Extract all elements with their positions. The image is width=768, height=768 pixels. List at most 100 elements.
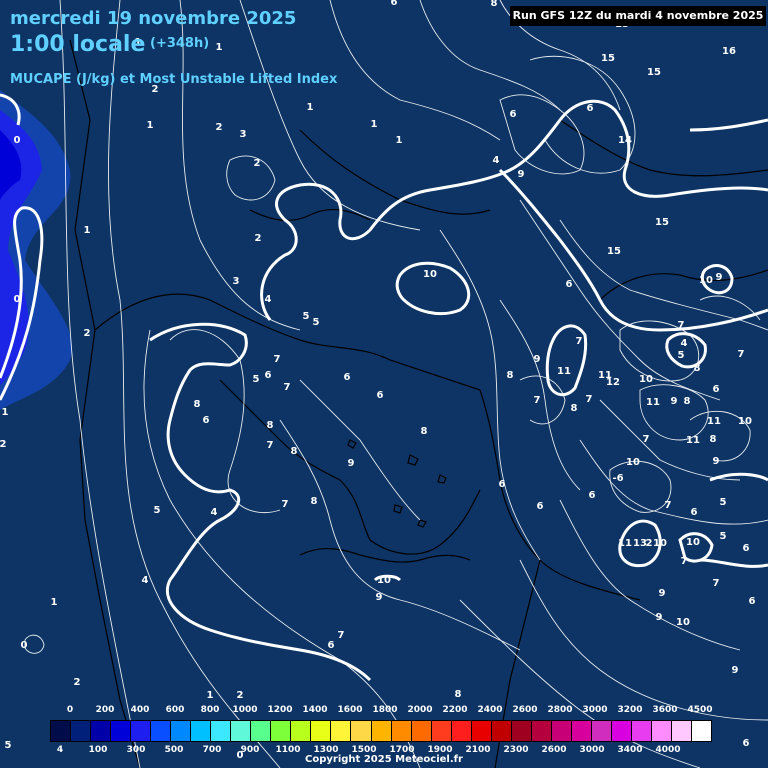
isoline-label: 1 <box>147 120 154 131</box>
colorbar-tick-label: 1600 <box>337 705 363 715</box>
isoline-label: 6 <box>587 103 594 114</box>
isoline-label: 9 <box>671 396 678 407</box>
colorbar-tick-label: 4500 <box>687 705 713 715</box>
colorbar-swatch <box>311 721 332 741</box>
isoline-label: 4 <box>681 338 688 349</box>
isoline-label: 9 <box>656 612 663 623</box>
colorbar-tick-label: 2000 <box>407 705 433 715</box>
colorbar-swatch <box>631 721 652 741</box>
colorbar-tick-label: 700 <box>202 745 222 755</box>
colorbar-swatch <box>291 721 312 741</box>
isoline-label: 10 <box>626 457 640 468</box>
colorbar-swatch <box>231 721 252 741</box>
colorbar-swatch <box>611 721 632 741</box>
isoline-label: 8 <box>491 0 498 9</box>
colorbar-swatch <box>511 721 532 741</box>
isoline-label: 6 <box>344 372 351 383</box>
isoline-label: 8 <box>311 496 318 507</box>
isoline-label: 0 <box>237 750 244 761</box>
colorbar-swatch <box>251 721 272 741</box>
isoline-label: 11 <box>646 397 660 408</box>
colorbar-tick-label: 1800 <box>372 705 398 715</box>
isoline-label: 7 <box>267 440 274 451</box>
isoline-label: 1 <box>207 690 214 701</box>
isoline-label: 10 <box>699 275 713 286</box>
isoline-label: 10 <box>738 416 752 427</box>
isoline-label: 10 <box>377 575 391 586</box>
colorbar-swatch <box>71 721 92 741</box>
colorbar-swatch <box>431 721 452 741</box>
isoline-label: 6 <box>743 543 750 554</box>
isoline-label: 7 <box>534 395 541 406</box>
colorbar-tick-label: 800 <box>200 705 220 715</box>
date-title: mercredi 19 novembre 2025 <box>10 8 297 29</box>
colorbar-swatch <box>331 721 352 741</box>
isoline-label: 1 <box>135 37 142 48</box>
isoline-label: 7 <box>738 349 745 360</box>
colorbar-tick-label: 3200 <box>617 705 643 715</box>
isoline-label: 2 <box>254 158 261 169</box>
copyright-text: Copyright 2025 Meteociel.fr <box>305 754 463 765</box>
isoline-label: 3 <box>233 276 240 287</box>
isoline-label: 6 <box>377 390 384 401</box>
isoline-label: 6 <box>537 501 544 512</box>
colorbar-tick-label: 3600 <box>652 705 678 715</box>
isoline-label: 4 <box>211 507 218 518</box>
isoline-label: 4 <box>493 155 500 166</box>
isoline-label: 11 <box>598 370 612 381</box>
isoline-label: 1 <box>307 102 314 113</box>
isoline-label: 9 <box>732 665 739 676</box>
isoline-label: 6 <box>203 415 210 426</box>
isoline-label: 7 <box>713 578 720 589</box>
isoline-label: 15 <box>647 67 661 78</box>
isoline-label: 7 <box>681 556 688 567</box>
colorbar-swatch <box>451 721 472 741</box>
isoline-label: 7 <box>274 354 281 365</box>
colorbar-tick-label: 600 <box>165 705 185 715</box>
colorbar-swatch <box>391 721 412 741</box>
isoline-label: 15 <box>607 246 621 257</box>
isoline-label: 8 <box>684 396 691 407</box>
colorbar-swatch <box>491 721 512 741</box>
isoline-label: 9 <box>534 354 541 365</box>
colorbar-swatch <box>151 721 172 741</box>
isoline-label: -6 <box>612 473 623 484</box>
isoline-label: 0 <box>21 640 28 651</box>
isoline-label: 6 <box>510 109 517 120</box>
isoline-label: 5 <box>720 531 727 542</box>
isoline-label: 14 <box>618 135 632 146</box>
isoline-label: 15 <box>655 217 669 228</box>
colorbar-swatch <box>191 721 212 741</box>
isoline-label: 6 <box>749 596 756 607</box>
colorbar-tick-label: 1100 <box>275 745 301 755</box>
colorbar-tick-label: 400 <box>130 705 150 715</box>
isoline-label: 8 <box>267 420 274 431</box>
colorbar-tick-label: 300 <box>126 745 146 755</box>
isoline-label: 2 <box>84 328 91 339</box>
isoline-label: 3 <box>240 129 247 140</box>
colorbar-tick-label: 1200 <box>267 705 293 715</box>
isoline-label: 9 <box>376 592 383 603</box>
colorbar-tick-label: 3000 <box>579 745 605 755</box>
isoline-label: 12 <box>606 377 620 388</box>
colorbar-tick-label: 2800 <box>547 705 573 715</box>
isoline-label: 1 <box>371 119 378 130</box>
isoline-label: 6 <box>589 490 596 501</box>
colorbar-swatch <box>551 721 572 741</box>
isoline-label: 10 <box>653 538 667 549</box>
isoline-label: 2 <box>255 233 262 244</box>
isoline-label: 11 <box>557 366 571 377</box>
colorbar-tick-label: 1400 <box>302 705 328 715</box>
isoline-label: 15 <box>601 53 615 64</box>
lead-time: (+348h) <box>150 36 210 51</box>
isoline-label: 11 <box>686 435 700 446</box>
colorbar-tick-label: 1300 <box>313 745 339 755</box>
colorbar-tick-label: 2200 <box>442 705 468 715</box>
isoline-label: 0 <box>14 135 21 146</box>
isoline-label: 2 <box>646 538 653 549</box>
isoline-label: 7 <box>284 382 291 393</box>
isoline-label: 8 <box>507 370 514 381</box>
isoline-label: 6 <box>265 370 272 381</box>
colorbar-swatch <box>171 721 192 741</box>
